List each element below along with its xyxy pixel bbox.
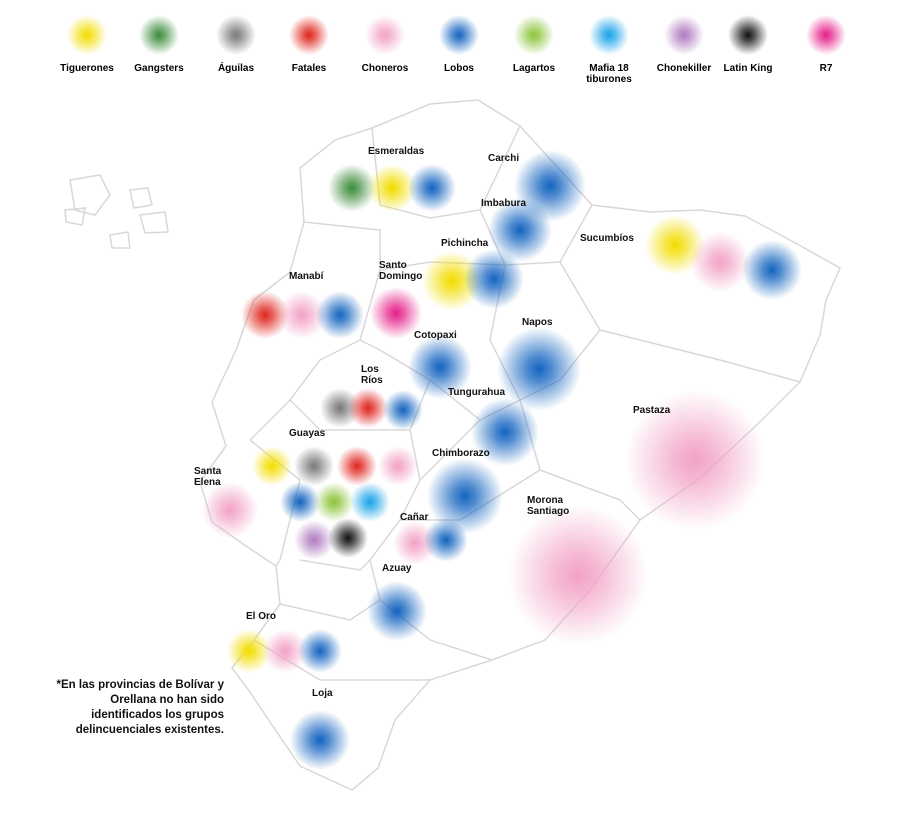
legend-swatch: [139, 15, 179, 55]
gang-presence: [298, 629, 342, 673]
province-label: Chimborazo: [432, 448, 490, 459]
gang-presence: [645, 215, 705, 275]
gang-presence: [625, 390, 765, 530]
gang-presence: [427, 458, 503, 534]
legend-label: Fatales: [291, 63, 327, 74]
legend-swatch: [439, 15, 479, 55]
province-label: Cañar: [400, 512, 429, 523]
legend-swatch: [514, 15, 554, 55]
province-label: Azuay: [382, 563, 412, 574]
legend-swatch: [216, 15, 256, 55]
legend-label: R7: [819, 63, 833, 74]
gang-presence: [252, 446, 292, 486]
gang-presence: [367, 581, 427, 641]
gang-presence: [294, 520, 334, 560]
legend-swatch: [664, 15, 704, 55]
gang-presence: [370, 287, 422, 339]
legend-swatch: [728, 15, 768, 55]
gang-presence: [278, 291, 326, 339]
legend-label: Choneros: [361, 63, 409, 74]
gang-presence: [508, 505, 648, 645]
legend-swatch: [589, 15, 629, 55]
gang-presence: [294, 446, 334, 486]
gang-presence: [408, 335, 472, 399]
gang-presence: [314, 482, 354, 522]
footnote: *En las provincias de Bolívar y Orellana…: [56, 679, 224, 736]
gang-presence: [316, 291, 364, 339]
legend-label: Latin King: [723, 63, 773, 74]
province-label: Carchi: [488, 153, 520, 164]
gang-presence: [471, 398, 539, 466]
legend-label: Tiguerones: [60, 63, 114, 74]
province-label: Pastaza: [633, 405, 671, 416]
province-label: Tungurahua: [448, 387, 506, 398]
province-label: Los Ríos: [361, 364, 383, 386]
province-label: Imbabura: [481, 198, 527, 209]
province-label: Santo Domingo: [379, 260, 423, 282]
legend-swatch: [67, 15, 107, 55]
gang-presence: [488, 198, 552, 262]
province-label: Loja: [312, 688, 333, 699]
gang-presence: [202, 482, 258, 538]
province-label: Cotopaxi: [414, 330, 457, 341]
gang-presence: [320, 388, 360, 428]
gang-presence: [742, 240, 802, 300]
gang-presence: [280, 482, 320, 522]
province-label: Pichincha: [441, 238, 489, 249]
gang-presence: [328, 518, 368, 558]
gang-presence: [368, 164, 416, 212]
province-label: Esmeraldas: [368, 146, 425, 157]
gang-presence: [378, 446, 418, 486]
gang-presence: [350, 482, 390, 522]
province-label: El Oro: [246, 611, 277, 622]
gang-presence: [424, 518, 468, 562]
gang-presence: [383, 390, 423, 430]
gang-presence: [337, 446, 377, 486]
gang-presence: [408, 164, 456, 212]
legend-swatch: [365, 15, 405, 55]
gang-presence: [690, 232, 750, 292]
province-label: Guayas: [289, 428, 326, 439]
gang-presence: [290, 710, 350, 770]
gang-presence: [497, 327, 581, 411]
gang-presence: [464, 249, 524, 309]
province-label: Napos: [522, 317, 553, 328]
gang-presence: [241, 291, 289, 339]
province-label: Sucumbíos: [580, 233, 634, 244]
gang-presence: [348, 388, 388, 428]
province-label: Morona Santiago: [527, 495, 570, 517]
gang-presence: [227, 629, 271, 673]
legend-label: Gangsters: [134, 63, 184, 74]
gang-presence: [263, 629, 307, 673]
legend-label: Mafia 18 tiburones: [586, 63, 632, 85]
gang-presence: [328, 164, 376, 212]
legend-label: Lobos: [444, 63, 474, 74]
legend-label: Águilas: [217, 63, 255, 74]
legend-swatch: [289, 15, 329, 55]
legend-label: Chonekiller: [656, 63, 712, 74]
legend-swatch: [806, 15, 846, 55]
legend-label: Lagartos: [512, 63, 556, 74]
province-label: Santa Elena: [194, 466, 222, 488]
province-label: Manabí: [289, 271, 324, 282]
